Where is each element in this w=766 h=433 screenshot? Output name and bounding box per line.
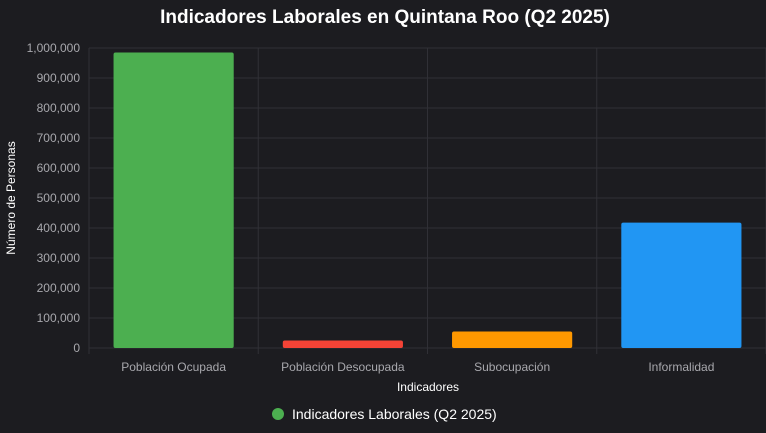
y-tick-label: 900,000	[37, 71, 81, 85]
chart-title: Indicadores Laborales en Quintana Roo (Q…	[160, 7, 610, 28]
y-tick-label: 600,000	[37, 161, 81, 175]
x-tick-label: Población Desocupada	[281, 360, 405, 374]
y-axis-label: Número de Personas	[4, 141, 18, 254]
bar-2[interactable]	[452, 331, 573, 349]
legend[interactable]: Indicadores Laborales (Q2 2025)	[272, 406, 497, 422]
y-tick-label: 700,000	[37, 131, 81, 145]
bar-3[interactable]	[621, 222, 742, 348]
x-tick-label: Informalidad	[648, 360, 714, 374]
y-tick-label: 200,000	[37, 281, 81, 295]
y-axis-ticks: 0 100,000 200,000 300,000 400,000 500,000 600,…	[27, 41, 81, 355]
x-tick-label: Subocupación	[474, 360, 550, 374]
y-tick-label: 800,000	[37, 101, 81, 115]
x-axis-label: Indicadores	[397, 380, 459, 394]
bars	[113, 52, 742, 349]
y-tick-label: 400,000	[37, 221, 81, 235]
x-tick-label: Población Ocupada	[121, 360, 226, 374]
legend-label[interactable]: Indicadores Laborales (Q2 2025)	[292, 406, 497, 422]
y-tick-label: 500,000	[37, 191, 81, 205]
y-tick-label: 0	[73, 341, 80, 355]
y-tick-label: 100,000	[37, 311, 81, 325]
y-tick-label: 300,000	[37, 251, 81, 265]
bar-1[interactable]	[282, 340, 403, 349]
x-axis-ticks: Población Ocupada Población Desocupada Sub…	[121, 360, 714, 374]
legend-swatch[interactable]	[272, 408, 284, 420]
bar-0[interactable]	[113, 52, 234, 349]
y-tick-label: 1,000,000	[27, 41, 81, 55]
